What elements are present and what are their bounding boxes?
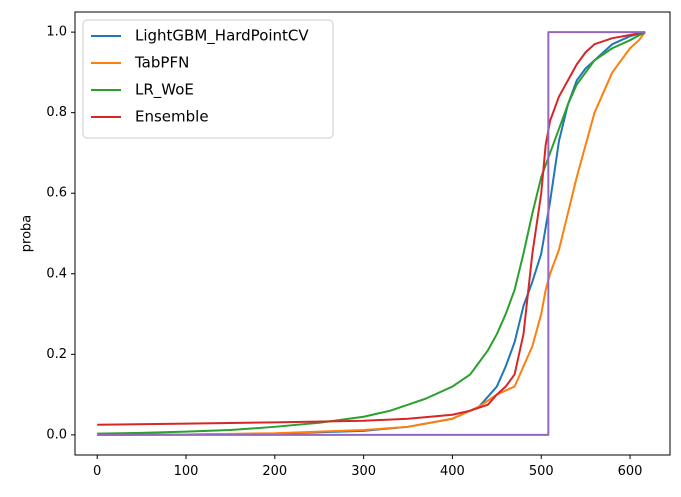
y-tick-label: 0.2 xyxy=(46,347,67,362)
plot-frame xyxy=(74,11,671,456)
y-tick-label: 0.8 xyxy=(46,105,67,120)
series-line-lr-woe xyxy=(97,31,646,435)
y-tick-label: 0.0 xyxy=(46,427,67,442)
axes-layer: 0 100 200 300 400 500 600 0.0 0.2 0.4 0.6 0.8 1.0 xyxy=(46,25,642,479)
x-tick-label: 600 xyxy=(618,464,643,479)
x-tick-label: 0 xyxy=(93,464,101,479)
legend-box xyxy=(82,19,334,139)
y-tick-label: 1.0 xyxy=(46,25,67,40)
x-tick-label: 200 xyxy=(262,464,287,479)
series-line-ensemble xyxy=(97,31,646,426)
y-axis-title: proba xyxy=(20,215,35,252)
legend: LightGBM_HardPointCV TabPFN LR_WoE Ensemble xyxy=(82,19,334,139)
x-tick-label: 100 xyxy=(174,464,199,479)
series-layer xyxy=(97,31,646,436)
legend-label: LR_WoE xyxy=(135,81,194,100)
legend-label: Ensemble xyxy=(135,108,209,126)
series-line-reference-step xyxy=(97,31,646,436)
y-tick-label: 0.6 xyxy=(46,186,67,201)
legend-label: LightGBM_HardPointCV xyxy=(135,27,309,46)
x-tick-label: 300 xyxy=(351,464,376,479)
x-tick-label: 400 xyxy=(440,464,465,479)
x-tick-label: 500 xyxy=(529,464,554,479)
y-tick-label: 0.4 xyxy=(46,266,67,281)
legend-label: TabPFN xyxy=(134,54,189,72)
